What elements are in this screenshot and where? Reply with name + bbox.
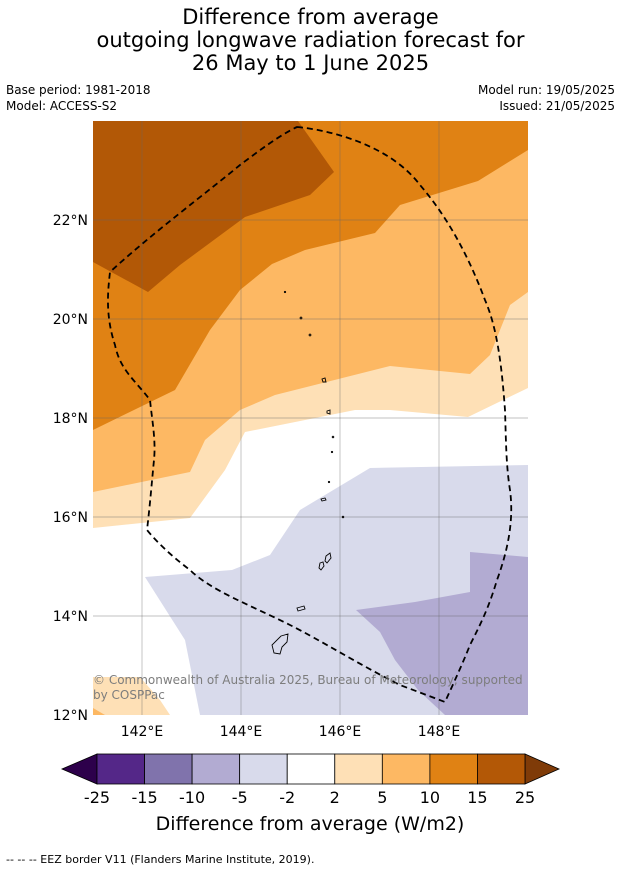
island-pagan [326, 409, 331, 415]
colorbar-tick-label: 5 [377, 788, 387, 807]
map-panel: © Commonwealth of Australia 2025, Bureau… [93, 121, 528, 715]
colorbar-segment [477, 753, 526, 785]
copyright-line-2: by COSPPac [93, 688, 165, 702]
island-anatahan [320, 497, 327, 502]
colorbar-segment [191, 753, 241, 785]
colorbar-tick-label: -25 [84, 788, 110, 807]
lat-tick-22n: 22°N [53, 213, 88, 229]
colorbar-extend-high [524, 753, 560, 785]
colorbar-segment [144, 753, 193, 785]
colorbar-segment [381, 753, 431, 785]
island-agrihan [321, 377, 327, 383]
colorbar-tick-label: 2 [330, 788, 340, 807]
band-5-to-10-southwest [93, 708, 105, 715]
model-name: Model: ACCESS-S2 [6, 99, 118, 113]
lon-tick-146e: 146°E [319, 724, 362, 740]
colorbar-tick-label: -15 [131, 788, 157, 807]
colorbar-tick-label: 15 [467, 788, 487, 807]
chart-title: Difference from average outgoing longwav… [0, 6, 621, 75]
colorbar-tick-label: -5 [232, 788, 248, 807]
colorbar-segment [96, 753, 145, 785]
colorbar-extend-low [60, 753, 98, 785]
band-minus5-to-minus10 [356, 552, 528, 715]
metadata-left: Base period: 1981-2018 Model: ACCESS-S2 [6, 82, 151, 114]
base-period: Base period: 1981-2018 [6, 83, 151, 97]
lon-tick-144e: 144°E [220, 724, 263, 740]
island-guam [271, 633, 289, 655]
footnote-eez: -- -- -- EEZ border V11 (Flanders Marine… [6, 853, 315, 866]
title-line-1: Difference from average [182, 5, 439, 29]
grid-lines [93, 121, 528, 715]
model-run: Model run: 19/05/2025 [477, 83, 615, 97]
islands [271, 290, 345, 655]
island-saipan [324, 552, 332, 564]
issued-date: Issued: 21/05/2025 [499, 99, 615, 113]
colorbar-segment [239, 753, 288, 785]
copyright-line-1: © Commonwealth of Australia 2025, Bureau… [93, 673, 523, 687]
colorbar-tick-label: 25 [515, 788, 535, 807]
colorbar-tick-label: -2 [279, 788, 295, 807]
colorbar [60, 753, 560, 785]
longitude-axis: 142°E 144°E 146°E 148°E [121, 724, 461, 740]
lon-tick-148e: 148°E [418, 724, 461, 740]
lat-tick-14n: 14°N [53, 609, 88, 625]
eez-border [107, 126, 513, 704]
island-tinian [318, 561, 325, 571]
title-line-3: 26 May to 1 June 2025 [191, 51, 430, 75]
lat-tick-20n: 20°N [53, 312, 88, 328]
colorbar-tick-label: 10 [420, 788, 440, 807]
lon-tick-142e: 142°E [121, 724, 164, 740]
metadata-right: Model run: 19/05/2025 Issued: 21/05/2025 [478, 82, 615, 114]
band-2-to-5-southwest [93, 677, 170, 715]
lat-tick-18n: 18°N [53, 411, 88, 427]
colorbar-title: Difference from average (W/m2) [156, 813, 465, 835]
island-rota [296, 605, 306, 612]
lat-tick-16n: 16°N [53, 510, 88, 526]
latitude-axis: 22°N 20°N 18°N 16°N 14°N 12°N [53, 213, 88, 724]
band-15-to-25 [93, 121, 334, 292]
lat-tick-12n: 12°N [53, 708, 88, 724]
colorbar-labels: -25 -15 -10 -5 -2 2 5 10 15 25 [84, 788, 535, 807]
title-line-2: outgoing longwave radiation forecast for [96, 28, 525, 52]
colorbar-segment [334, 753, 383, 785]
colorbar-tick-label: -10 [179, 788, 205, 807]
colorbar-segment [429, 753, 478, 785]
colorbar-segment [286, 753, 336, 785]
